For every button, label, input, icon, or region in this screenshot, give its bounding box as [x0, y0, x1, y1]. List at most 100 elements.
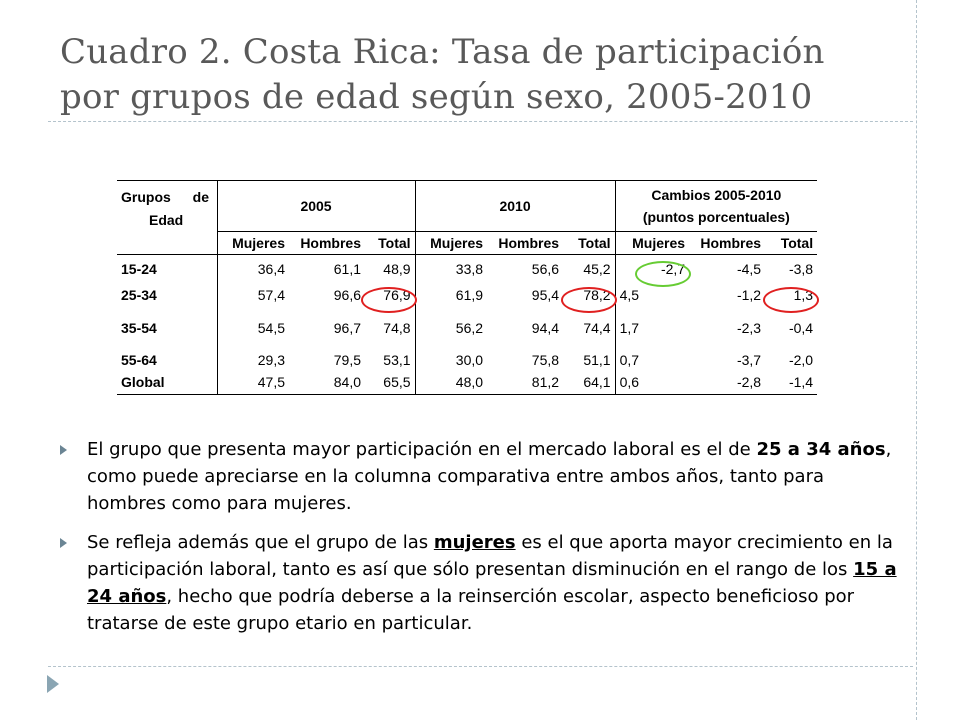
age-group-header: Grupos de Edad: [117, 180, 217, 255]
table-cell: 81,2: [487, 370, 564, 395]
table-cell: -1,2: [736, 286, 762, 303]
sub-header: Total: [765, 231, 818, 255]
slide-title: Cuadro 2. Costa Rica: Tasa de participac…: [60, 30, 920, 120]
table-cell: 57,4: [216, 282, 289, 307]
red-circle-highlight: 1,3: [793, 286, 814, 303]
group-header-word1: Grupos: [121, 189, 171, 205]
table-cell: 1,7: [614, 306, 690, 349]
sub-header: Hombres: [487, 231, 564, 255]
table-cell: 75,8: [531, 351, 560, 368]
table-cell: -2,0: [788, 351, 814, 368]
table-cell-highlighted-green: -2,7: [614, 254, 690, 283]
group-header-word2: de: [192, 189, 209, 205]
table-cell: 56,6: [531, 260, 560, 277]
table-cell: -1,4: [765, 370, 818, 395]
bullet-text: , como puede apreciarse en la columna co…: [87, 439, 892, 514]
table-cell: 61,1: [333, 260, 361, 277]
table-cell: 61,9: [414, 282, 488, 307]
bullet-emphasis: 25 a 34 años: [756, 439, 886, 460]
table-cell: 48,0: [414, 370, 488, 395]
table-cell: 33,8: [414, 254, 488, 283]
table-cell: 54,5: [216, 306, 289, 349]
row-label: 15-24: [121, 260, 157, 277]
title-line-1: Cuadro 2. Costa Rica: Tasa de participac…: [60, 32, 825, 72]
bullet-emphasis: mujeres: [433, 532, 516, 553]
bullet-list: El grupo que presenta mayor participació…: [60, 436, 900, 649]
table-cell: 29,3: [216, 348, 289, 371]
table-cell: 51,1: [583, 351, 611, 368]
row-label: 35-54: [121, 319, 157, 336]
table-cell: -0,4: [788, 319, 814, 336]
table-cell: 45,2: [583, 260, 611, 277]
bottom-divider: [48, 666, 913, 667]
table-cell: 56,2: [414, 306, 488, 349]
table-row: 25-34 57,4 96,6 76,9 61,9 95,4 78,2 4,5 …: [117, 282, 817, 307]
table-cell: 53,1: [383, 351, 411, 368]
changes-header: Cambios 2005-2010 (puntos porcentuales): [614, 180, 818, 232]
triangle-bullet-icon: [60, 445, 67, 455]
table-cell: 47,5: [216, 370, 289, 395]
table-cell: -4,5: [736, 260, 762, 277]
table-cell: 0,6: [614, 370, 690, 395]
year-2010-header: 2010: [414, 180, 616, 232]
table-row: 35-54 54,5 96,7 74,8 56,2 94,4 74,4 1,7 …: [117, 306, 817, 349]
sub-header: Hombres: [689, 231, 766, 255]
changes-header-line1: Cambios 2005-2010: [651, 187, 782, 203]
table-row: Global 47,5 84,0 65,5 48,0 81,2 64,1 0,6…: [117, 370, 818, 395]
table-cell: -2,8: [689, 370, 766, 395]
sub-header: Total: [563, 231, 616, 255]
sub-header: Mujeres: [216, 231, 289, 255]
row-label: 25-34: [121, 286, 157, 303]
table-cell: 74,8: [383, 319, 411, 336]
table-cell: 95,4: [531, 286, 560, 303]
bullet-text: , hecho que podría deberse a la reinserc…: [87, 586, 855, 634]
table-cell: 74,4: [583, 319, 611, 336]
bullet-text: es el que aporta mayor crecimiento en la…: [87, 532, 893, 580]
table-cell: 64,1: [563, 370, 616, 395]
year-2005-header: 2005: [216, 180, 416, 232]
table-cell: -3,8: [788, 260, 814, 277]
green-circle-highlight: -2,7: [660, 260, 686, 277]
sub-header: Total: [365, 231, 416, 255]
table-row: 15-24 36,4 61,1 48,9 33,8 56,6 45,2 -2,7…: [117, 254, 817, 283]
table-row: 55-64 29,3 79,5 53,1 30,0 75,8 51,1 0,7 …: [117, 348, 817, 371]
sub-header: Mujeres: [614, 231, 690, 255]
row-label: 55-64: [121, 351, 157, 368]
table-cell: 84,0: [289, 370, 365, 395]
bullet-text: El grupo que presenta mayor participació…: [87, 439, 757, 460]
red-circle-highlight: 78,2: [583, 286, 611, 303]
bullet-item: Se refleja además que el grupo de las mu…: [60, 529, 900, 637]
header-row-sex: Mujeres Hombres Total Mujeres Hombres To…: [117, 231, 818, 255]
table-cell-highlighted-red: 1,3: [765, 283, 817, 307]
table-cell: 79,5: [333, 351, 361, 368]
table-cell: 96,6: [333, 286, 361, 303]
header-row-years: Grupos de Edad 2005 2010 Cambios 2005-20…: [117, 180, 818, 255]
triangle-bullet-icon: [60, 538, 67, 548]
changes-header-line2: (puntos porcentuales): [642, 209, 790, 225]
table-cell-highlighted-red: 78,2: [563, 283, 615, 307]
bullet-item: El grupo que presenta mayor participació…: [60, 436, 900, 517]
table-cell: 94,4: [531, 319, 560, 336]
table-cell: -3,7: [736, 351, 762, 368]
table-cell: 4,5: [614, 282, 690, 307]
top-divider: [48, 121, 913, 122]
sub-header: Hombres: [289, 231, 365, 255]
table-cell: -2,3: [736, 319, 762, 336]
group-header-word3: Edad: [149, 212, 184, 228]
table-cell-highlighted-red: 76,9: [365, 283, 415, 307]
table-cell: 30,0: [414, 348, 488, 371]
table-cell: 36,4: [216, 254, 289, 283]
bullet-text: Se refleja además que el grupo de las: [87, 532, 434, 553]
table-cell: 0,7: [614, 348, 690, 371]
red-circle-highlight: 76,9: [383, 286, 411, 303]
participation-table: Grupos de Edad 2005 2010 Cambios 2005-20…: [117, 180, 818, 395]
bullet-emphasis: 15 a 24 años: [87, 559, 897, 607]
table-cell: 65,5: [365, 370, 416, 395]
sub-header: Mujeres: [414, 231, 488, 255]
table-cell: 96,7: [333, 319, 361, 336]
title-line-2: por grupos de edad según sexo, 2005-2010: [60, 77, 813, 117]
table-cell: 48,9: [383, 260, 411, 277]
triangle-corner-icon: [47, 675, 59, 693]
row-label: Global: [117, 370, 217, 395]
right-guide-line: [916, 0, 917, 720]
